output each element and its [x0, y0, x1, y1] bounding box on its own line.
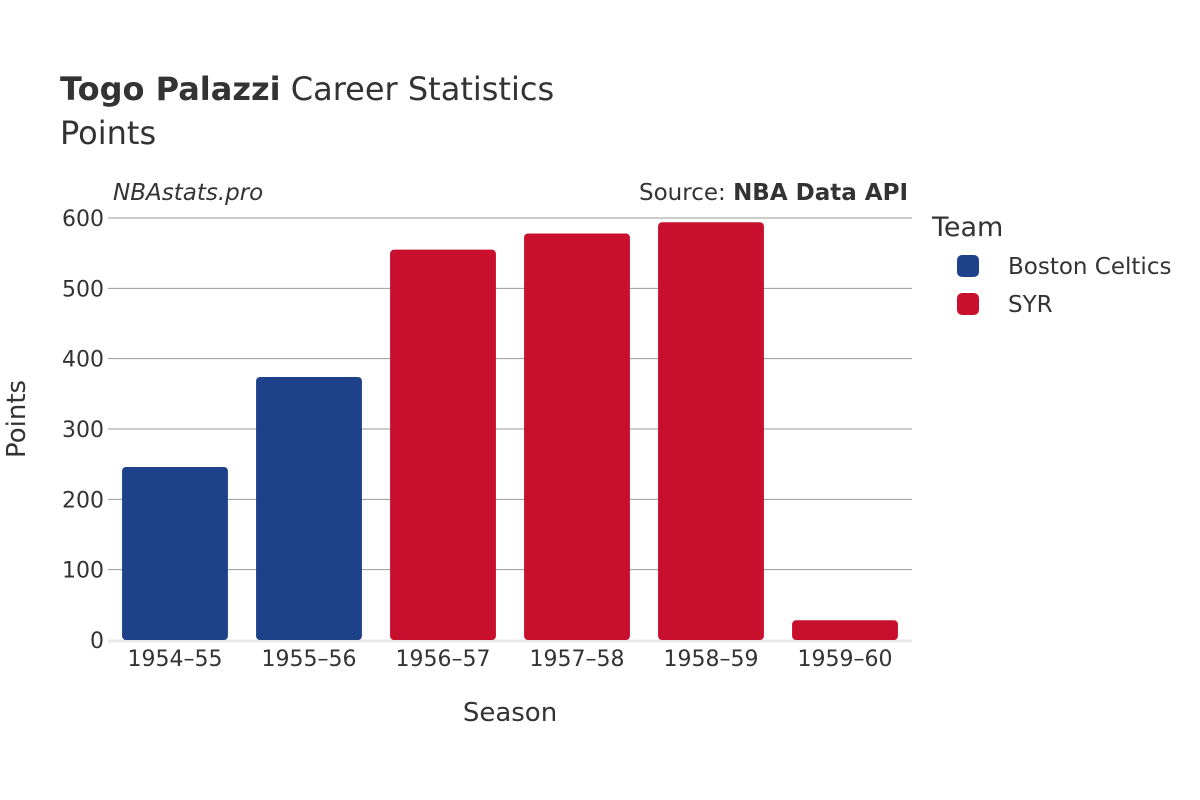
legend: Boston Celtics SYR [957, 254, 1171, 318]
legend-title: Team [931, 212, 1003, 243]
bar-1958–59 [658, 222, 764, 640]
legend-label: SYR [1008, 292, 1053, 318]
x-tick-label: 1955–56 [262, 647, 357, 672]
bars [122, 222, 898, 640]
x-axis-label: Season [463, 698, 557, 728]
y-tick-label: 500 [62, 277, 104, 302]
grid [108, 217, 912, 643]
source-label: Source: NBA Data API [639, 180, 908, 206]
x-tick-label: 1956–57 [396, 647, 491, 672]
y-tick-label: 300 [62, 418, 104, 443]
watermark: NBAstats.pro [113, 180, 263, 206]
bar-1957–58 [524, 233, 630, 640]
bar-1959–60 [792, 620, 898, 640]
chart-subtitle: Points [60, 114, 156, 152]
chart-title: Togo Palazzi Career Statistics [60, 70, 554, 108]
y-tick-label: 100 [62, 559, 104, 584]
y-tick-label: 400 [62, 348, 104, 373]
y-tick-label: 0 [90, 629, 104, 654]
y-tick-label: 200 [62, 488, 104, 513]
bar-1954–55 [122, 466, 228, 640]
x-tick-label: 1954–55 [128, 647, 223, 672]
x-tick-label: 1958–59 [664, 647, 759, 672]
y-tick-label: 600 [62, 207, 104, 232]
bar-1955–56 [256, 376, 362, 640]
y-axis-label: Points [2, 380, 32, 458]
x-tick-label: 1959–60 [798, 647, 893, 672]
bar-1956–57 [390, 249, 496, 640]
legend-label: Boston Celtics [1008, 254, 1171, 280]
x-axis-ticks: 1954–55 1955–56 1956–57 1957–58 1958–59 1959–… [128, 647, 893, 672]
legend-swatch [957, 293, 979, 315]
x-tick-label: 1957–58 [530, 647, 625, 672]
y-axis-ticks: 0 100 200 300 400 500 600 [62, 207, 104, 654]
legend-swatch [957, 255, 979, 277]
